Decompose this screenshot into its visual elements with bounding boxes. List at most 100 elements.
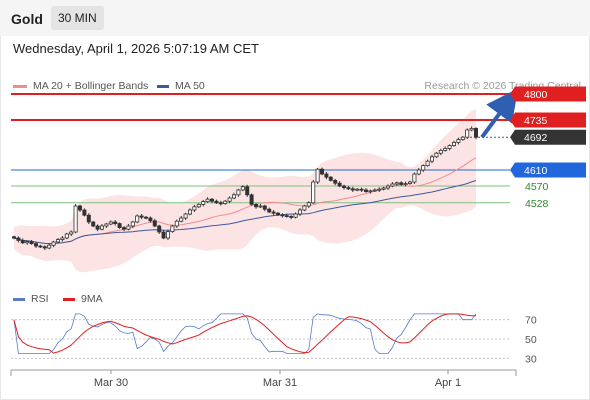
candle-body	[333, 179, 338, 184]
candle-body	[262, 205, 267, 210]
candle-body	[223, 200, 228, 204]
candle-body	[302, 205, 307, 211]
support-label-4528: 4528	[525, 198, 549, 210]
candle-body	[179, 217, 184, 222]
candle-body	[385, 185, 390, 189]
candle-body	[152, 220, 157, 227]
level-box-4692	[510, 129, 586, 145]
candle-body	[11, 236, 16, 239]
candle-body	[25, 241, 30, 244]
support-label-4570: 4570	[525, 181, 549, 193]
candle-body	[148, 217, 153, 222]
candle-body	[139, 215, 144, 218]
candle-body	[271, 211, 276, 214]
candle-body	[319, 168, 324, 175]
candle-body	[165, 231, 170, 239]
instrument-name: Gold	[11, 11, 43, 27]
time-axis: Mar 30 Mar 31 Apr 1	[10, 369, 517, 389]
candle-body	[236, 189, 241, 196]
candle-body	[412, 173, 417, 183]
candle-body	[20, 239, 25, 244]
candle-body	[122, 227, 127, 230]
candle-body	[399, 182, 404, 185]
candle-body	[249, 194, 254, 205]
candle-body	[350, 188, 355, 191]
candle-body	[368, 190, 373, 193]
candle-body	[91, 221, 96, 227]
candle-body	[306, 202, 311, 207]
candle-body	[443, 147, 448, 151]
candle-body	[161, 231, 166, 239]
candle-body	[157, 225, 162, 233]
candle-body	[130, 221, 135, 227]
legend-9ma: 9MA	[63, 293, 103, 305]
time-axis-label: Apr 1	[435, 377, 461, 389]
time-axis-label: Mar 30	[94, 377, 128, 389]
candle-body	[117, 223, 122, 229]
rsi-swatch	[13, 297, 25, 301]
candle-body	[187, 209, 192, 215]
candles	[11, 126, 478, 250]
level-box-4800	[510, 86, 586, 102]
candle-body	[143, 216, 148, 219]
candle-body	[78, 205, 83, 211]
candle-body	[372, 189, 377, 192]
candle-body	[64, 233, 69, 239]
candle-body	[297, 209, 302, 215]
candle-body	[86, 214, 91, 223]
legend-9ma-label: 9MA	[81, 293, 103, 305]
candle-body	[73, 205, 78, 233]
candle-body	[113, 221, 118, 224]
time-axis-label: Mar 31	[263, 377, 297, 389]
candle-body	[170, 225, 175, 232]
ma50-swatch	[157, 84, 169, 88]
candle-body	[16, 237, 21, 241]
candle-body	[95, 225, 100, 230]
candle-body	[227, 197, 232, 202]
rsi-9ma-line	[13, 313, 476, 354]
legend-rsi: RSI	[13, 293, 49, 305]
candle-body	[126, 225, 131, 230]
candle-body	[245, 186, 250, 196]
candle-body	[465, 129, 470, 138]
price-level-labels: 4800 4735 4692 4610 4570 4528	[510, 86, 586, 210]
candle-body	[280, 214, 285, 217]
candle-body	[29, 241, 34, 245]
level-label-4735: 4735	[524, 115, 548, 127]
candle-body	[324, 173, 329, 178]
level-label-4610: 4610	[524, 165, 548, 177]
bollinger-band-fill	[14, 108, 476, 273]
legend-ma20-bollinger: MA 20 + Bollinger Bands	[13, 80, 148, 92]
candle-body	[293, 213, 298, 218]
candle-body	[214, 200, 219, 204]
candle-body	[218, 202, 223, 205]
candle-body	[359, 188, 364, 191]
candle-body	[363, 189, 368, 193]
legend-ma50-label: MA 50	[175, 80, 205, 92]
moving-averages	[13, 157, 477, 245]
candle-body	[174, 220, 179, 227]
candle-body	[381, 187, 386, 190]
projection-arrow-line	[480, 88, 519, 139]
candle-body	[38, 245, 43, 248]
level-label-4692: 4692	[524, 132, 548, 144]
timestamp: Wednesday, April 1, 2026 5:07:19 AM CET	[13, 41, 259, 56]
candle-body	[201, 201, 206, 205]
candle-body	[205, 198, 210, 202]
legend-ma50: MA 50	[157, 80, 205, 92]
candle-body	[355, 188, 360, 191]
candle-body	[240, 186, 245, 191]
candle-body	[192, 206, 197, 211]
candle-body	[337, 182, 342, 187]
candle-body	[284, 215, 289, 218]
candle-body	[275, 212, 280, 216]
price-levels	[11, 93, 510, 204]
candle-body	[51, 241, 56, 246]
candle-body	[60, 237, 65, 240]
candle-body	[315, 168, 320, 183]
rsi-panel: 70 50 30	[11, 313, 537, 365]
candle-body	[42, 246, 47, 249]
timeframe-badge[interactable]: 30 MIN	[51, 6, 104, 30]
rsi-level-label: 30	[525, 353, 537, 365]
